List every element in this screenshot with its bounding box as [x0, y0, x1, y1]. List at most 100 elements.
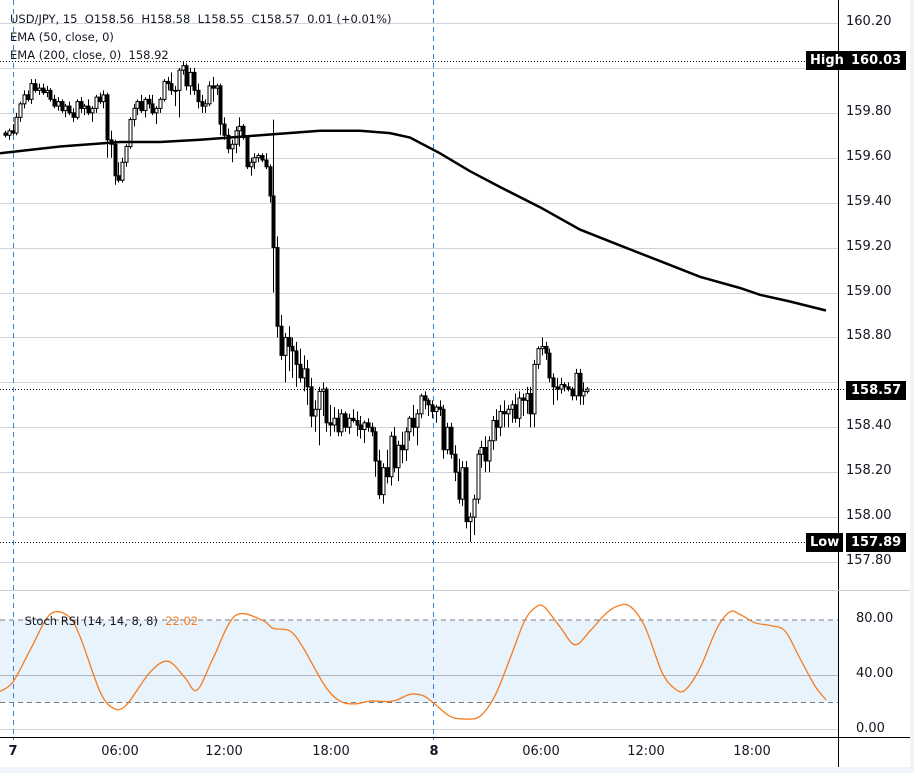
stoch-rsi-line[interactable]	[0, 603, 827, 720]
candle-body[interactable]	[158, 98, 163, 109]
candle-body[interactable]	[173, 89, 178, 92]
candle-body[interactable]	[430, 404, 435, 413]
candle-body[interactable]	[441, 408, 446, 451]
candle-body[interactable]	[487, 440, 492, 462]
candle-body[interactable]	[256, 155, 261, 159]
candle-body[interactable]	[536, 348, 541, 365]
candle-body[interactable]	[521, 397, 526, 401]
candle-body[interactable]	[116, 175, 121, 181]
candle-body[interactable]	[154, 107, 159, 114]
candle-body[interactable]	[147, 98, 152, 105]
candle-body[interactable]	[355, 420, 360, 426]
candle-body[interactable]	[124, 146, 129, 163]
stoch-rsi-legend[interactable]: Stoch RSI (14, 14, 8, 8) 22.02	[10, 600, 199, 642]
candle-body[interactable]	[385, 467, 390, 478]
candle-body[interactable]	[476, 453, 481, 500]
candle-body[interactable]	[423, 395, 428, 401]
candle-body[interactable]	[328, 422, 333, 426]
candle-body[interactable]	[460, 467, 465, 500]
candle-body[interactable]	[339, 413, 344, 433]
candle-body[interactable]	[411, 417, 416, 428]
candle-body[interactable]	[211, 85, 216, 89]
candle-body[interactable]	[370, 426, 375, 433]
candle-body[interactable]	[494, 420, 499, 428]
candle-body[interactable]	[264, 159, 269, 168]
candle-body[interactable]	[94, 96, 99, 109]
candle-body[interactable]	[237, 125, 242, 132]
candle-body[interactable]	[551, 377, 556, 388]
candle-body[interactable]	[555, 386, 560, 390]
candle-body[interactable]	[222, 123, 227, 136]
candle-body[interactable]	[407, 417, 412, 433]
ema200-line[interactable]	[0, 129, 827, 312]
candle-body[interactable]	[544, 345, 549, 354]
candle-body[interactable]	[581, 390, 586, 397]
candle-body[interactable]	[351, 417, 356, 422]
candle-body[interactable]	[445, 426, 450, 451]
candle-body[interactable]	[275, 247, 280, 327]
ema200-legend[interactable]: EMA (200, close, 0) 158.92	[10, 48, 169, 62]
candle-body[interactable]	[419, 395, 424, 415]
candle-body[interactable]	[491, 420, 496, 442]
candle-body[interactable]	[479, 446, 484, 455]
candle-body[interactable]	[150, 103, 155, 114]
candle-body[interactable]	[377, 460, 382, 496]
candle-body[interactable]	[162, 80, 167, 100]
candle-body[interactable]	[396, 444, 401, 469]
candle-body[interactable]	[22, 94, 27, 105]
candle-body[interactable]	[502, 411, 507, 415]
candle-body[interactable]	[298, 363, 303, 379]
candle-body[interactable]	[132, 107, 137, 121]
candle-body[interactable]	[249, 161, 254, 168]
candle-body[interactable]	[139, 101, 144, 112]
candle-body[interactable]	[7, 130, 12, 136]
candle-body[interactable]	[532, 363, 537, 415]
candle-body[interactable]	[566, 386, 571, 390]
candle-body[interactable]	[309, 386, 314, 417]
candle-body[interactable]	[18, 103, 23, 118]
candle-body[interactable]	[271, 195, 276, 249]
candle-body[interactable]	[218, 85, 223, 125]
candle-body[interactable]	[472, 498, 477, 518]
candle-body[interactable]	[52, 98, 57, 107]
candle-body[interactable]	[585, 388, 590, 392]
candle-body[interactable]	[166, 80, 171, 85]
candle-body[interactable]	[498, 411, 503, 428]
candle-body[interactable]	[105, 94, 110, 141]
candle-body[interactable]	[279, 325, 284, 356]
candle-body[interactable]	[528, 393, 533, 415]
candle-body[interactable]	[192, 71, 197, 91]
candle-body[interactable]	[517, 397, 522, 419]
candle-body[interactable]	[101, 94, 106, 103]
candle-body[interactable]	[415, 413, 420, 428]
candle-body[interactable]	[540, 345, 545, 350]
candle-body[interactable]	[245, 137, 250, 168]
candle-body[interactable]	[48, 89, 53, 100]
candle-body[interactable]	[29, 83, 34, 100]
candle-body[interactable]	[79, 101, 84, 109]
candle-body[interactable]	[434, 406, 439, 413]
candle-body[interactable]	[453, 453, 458, 473]
candle-body[interactable]	[464, 467, 469, 523]
candle-body[interactable]	[3, 132, 8, 136]
candle-body[interactable]	[63, 105, 68, 112]
candle-body[interactable]	[449, 426, 454, 455]
candle-body[interactable]	[184, 65, 189, 87]
candle-body[interactable]	[317, 390, 322, 410]
candle-body[interactable]	[56, 101, 61, 107]
candle-body[interactable]	[71, 112, 76, 118]
candle-body[interactable]	[400, 444, 405, 451]
candle-body[interactable]	[483, 446, 488, 462]
candle-body[interactable]	[324, 388, 329, 424]
candle-body[interactable]	[260, 155, 265, 161]
candle-body[interactable]	[230, 143, 235, 150]
candle-body[interactable]	[41, 87, 46, 94]
candle-body[interactable]	[332, 417, 337, 426]
candle-body[interactable]	[366, 422, 371, 428]
candle-body[interactable]	[169, 83, 174, 91]
candle-body[interactable]	[226, 134, 231, 150]
candle-body[interactable]	[14, 116, 19, 134]
candle-body[interactable]	[86, 105, 91, 114]
candle-body[interactable]	[373, 431, 378, 462]
